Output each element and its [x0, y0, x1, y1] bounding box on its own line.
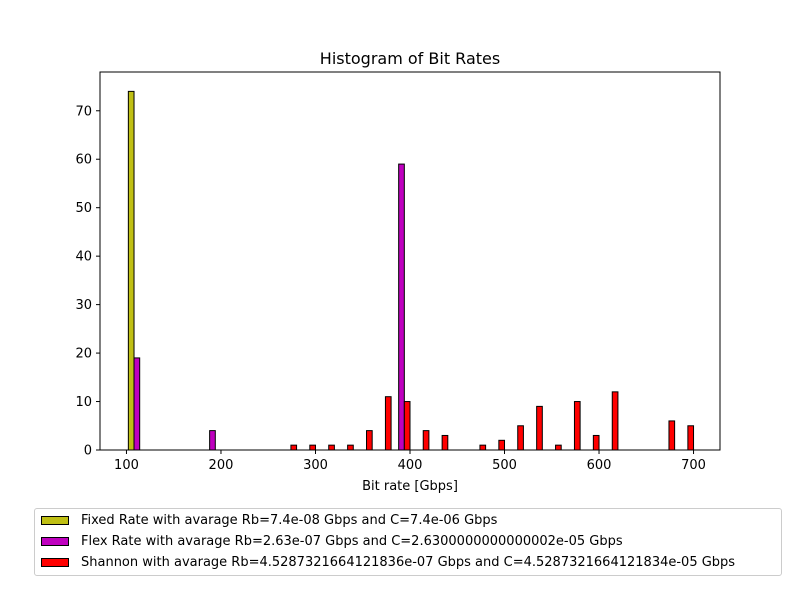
- plot-frame: [99, 71, 721, 451]
- x-axis: 100 200 300 400 500 600 700: [114, 450, 706, 473]
- bar-series-2-12: [536, 405, 543, 451]
- y-tick-label-70: 70: [75, 104, 92, 119]
- bar-series-1-1: [209, 430, 216, 451]
- bar-series-2-2: [328, 444, 335, 451]
- bars-group: [127, 90, 695, 451]
- y-tick-label-60: 60: [75, 153, 92, 168]
- bar-series-2-16: [611, 391, 619, 451]
- legend-swatch-shannon: [41, 558, 69, 567]
- bar-series-2-4: [366, 430, 373, 451]
- x-tick-label-400: 400: [398, 458, 423, 473]
- y-tick-label-20: 20: [75, 347, 92, 362]
- x-tick-label-100: 100: [114, 458, 139, 473]
- bar-series-2-13: [555, 444, 562, 451]
- legend: Fixed Rate with avarage Rb=7.4e-08 Gbps …: [34, 508, 782, 576]
- bar-series-2-0: [290, 444, 298, 451]
- y-tick-label-30: 30: [75, 298, 92, 313]
- legend-label-fixed-rate: Fixed Rate with avarage Rb=7.4e-08 Gbps …: [81, 513, 498, 528]
- chart-title: Histogram of Bit Rates: [320, 49, 500, 68]
- x-tick-label-200: 200: [209, 458, 234, 473]
- bar-series-0-0: [127, 90, 135, 451]
- bar-series-2-18: [687, 425, 695, 451]
- y-axis: 0 10 20 30 40 50 60 70: [75, 104, 100, 459]
- bar-series-2-17: [668, 420, 676, 451]
- bar-series-2-11: [517, 425, 524, 451]
- bar-series-1-0: [133, 357, 141, 451]
- x-tick-label-300: 300: [303, 458, 328, 473]
- y-tick-label-40: 40: [75, 250, 92, 265]
- x-axis-label: Bit rate [Gbps]: [362, 479, 458, 494]
- bar-series-2-15: [592, 434, 600, 451]
- legend-swatch-fixed-rate: [41, 516, 69, 525]
- bar-series-2-8: [441, 434, 449, 451]
- bar-series-2-6: [403, 401, 411, 451]
- legend-label-shannon: Shannon with avarage Rb=4.52873216641218…: [81, 555, 736, 570]
- legend-item-fixed-rate: Fixed Rate with avarage Rb=7.4e-08 Gbps …: [41, 512, 497, 529]
- legend-item-shannon: Shannon with avarage Rb=4.52873216641218…: [41, 554, 735, 571]
- bar-series-2-14: [573, 401, 581, 451]
- legend-swatch-flex-rate: [41, 537, 69, 546]
- x-tick-label-600: 600: [587, 458, 612, 473]
- bar-series-1-2: [398, 163, 405, 451]
- x-tick-label-500: 500: [492, 458, 517, 473]
- bar-series-2-5: [384, 396, 392, 451]
- bar-series-2-9: [479, 444, 487, 451]
- x-tick-label-700: 700: [681, 458, 706, 473]
- legend-label-flex-rate: Flex Rate with avarage Rb=2.63e-07 Gbps …: [81, 534, 623, 549]
- bar-series-2-7: [422, 430, 430, 451]
- bar-series-2-3: [347, 444, 354, 451]
- y-tick-label-10: 10: [75, 395, 92, 410]
- legend-item-flex-rate: Flex Rate with avarage Rb=2.63e-07 Gbps …: [41, 533, 623, 550]
- bar-series-2-10: [498, 439, 506, 451]
- y-tick-label-0: 0: [84, 444, 92, 459]
- bar-series-2-1: [309, 444, 316, 451]
- y-tick-label-50: 50: [75, 201, 92, 216]
